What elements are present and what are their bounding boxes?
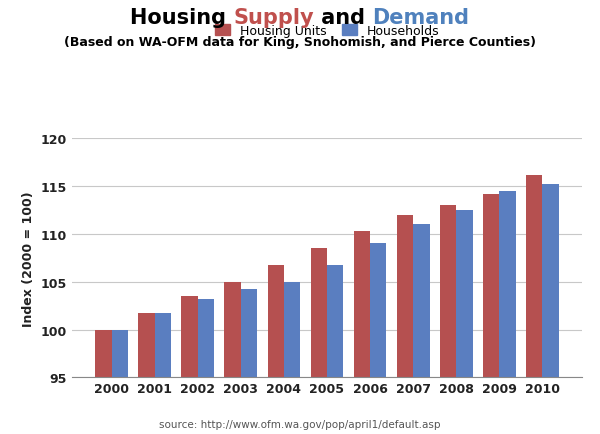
Bar: [284, 282, 300, 434]
Bar: [354, 231, 370, 434]
Bar: [542, 185, 559, 434]
Bar: [483, 194, 499, 434]
Text: Supply: Supply: [233, 8, 314, 28]
Bar: [241, 290, 257, 434]
Bar: [526, 175, 542, 434]
Bar: [456, 210, 473, 434]
Legend: Housing Units, Households: Housing Units, Households: [211, 21, 443, 41]
Bar: [138, 314, 155, 434]
Text: (Based on WA-OFM data for King, Snohomish, and Pierce Counties): (Based on WA-OFM data for King, Snohomis…: [64, 36, 536, 49]
Bar: [499, 191, 516, 434]
Bar: [95, 330, 112, 434]
Text: source: http://www.ofm.wa.gov/pop/april1/default.asp: source: http://www.ofm.wa.gov/pop/april1…: [159, 419, 441, 429]
Text: Demand: Demand: [373, 8, 470, 28]
Bar: [181, 296, 198, 434]
Bar: [268, 266, 284, 434]
Text: Housing: Housing: [130, 8, 233, 28]
Bar: [413, 225, 430, 434]
Y-axis label: Index (2000 = 100): Index (2000 = 100): [22, 191, 35, 326]
Bar: [440, 206, 456, 434]
Bar: [155, 314, 171, 434]
Bar: [397, 215, 413, 434]
Bar: [370, 244, 386, 434]
Bar: [311, 249, 327, 434]
Bar: [327, 266, 343, 434]
Text: and: and: [314, 8, 373, 28]
Bar: [224, 282, 241, 434]
Bar: [112, 330, 128, 434]
Bar: [198, 299, 214, 434]
